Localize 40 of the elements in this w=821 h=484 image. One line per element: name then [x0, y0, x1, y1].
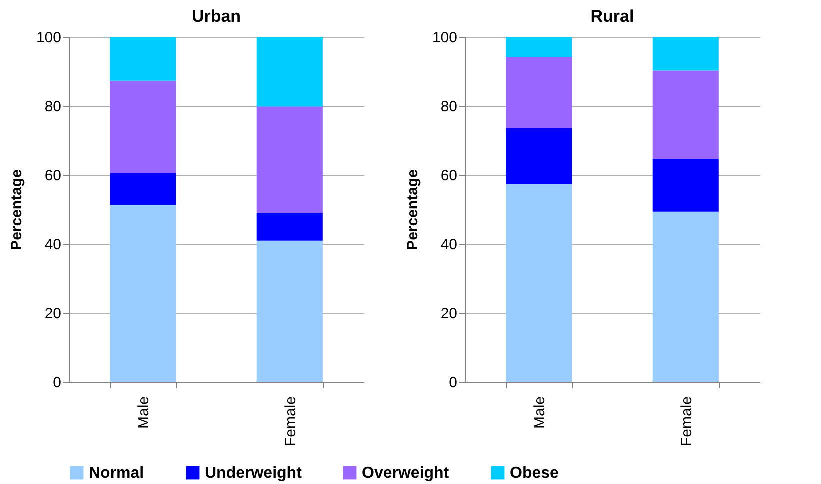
bar — [110, 205, 176, 382]
y-tick-label: 80 — [44, 98, 62, 116]
bar — [506, 184, 572, 382]
y-tick-label: 100 — [36, 30, 62, 46]
y-tick-label: 60 — [440, 168, 458, 184]
legend-label: Obese — [510, 465, 560, 482]
x-tick-label: Male — [136, 396, 153, 430]
bar — [256, 240, 323, 382]
y-tick-label: 0 — [449, 374, 458, 392]
bar — [652, 212, 719, 382]
y-tick-label: 40 — [44, 236, 62, 254]
x-tick-label: Female — [678, 396, 696, 447]
x-tick-label: Male — [532, 396, 549, 430]
bar — [506, 37, 572, 58]
bar — [652, 37, 719, 71]
bar — [506, 57, 572, 128]
y-tick-label: 0 — [53, 374, 62, 392]
bar — [256, 106, 323, 213]
y-tick-label: 80 — [440, 98, 458, 116]
chart-title: Urban — [192, 7, 242, 26]
bar — [110, 80, 176, 174]
legend-label: Normal — [89, 465, 144, 482]
x-tick-label: Female — [282, 396, 300, 447]
y-tick-label: 20 — [44, 306, 62, 322]
legend-label: Underweight — [205, 465, 303, 482]
legend-label: Overweight — [362, 465, 450, 482]
y-tick-label: 40 — [440, 236, 458, 254]
bar — [256, 212, 323, 241]
bar — [506, 128, 572, 184]
y-tick-label: 20 — [440, 306, 458, 322]
y-axis-title: Percentage — [404, 170, 422, 250]
bar — [652, 70, 719, 160]
bar — [110, 173, 176, 206]
y-tick-label: 60 — [44, 168, 62, 184]
bar — [256, 37, 323, 107]
chart-title: Rural — [590, 7, 634, 26]
bar — [652, 159, 719, 212]
y-tick-label: 100 — [432, 30, 458, 46]
bar — [110, 37, 176, 81]
y-axis-title: Percentage — [8, 170, 26, 250]
